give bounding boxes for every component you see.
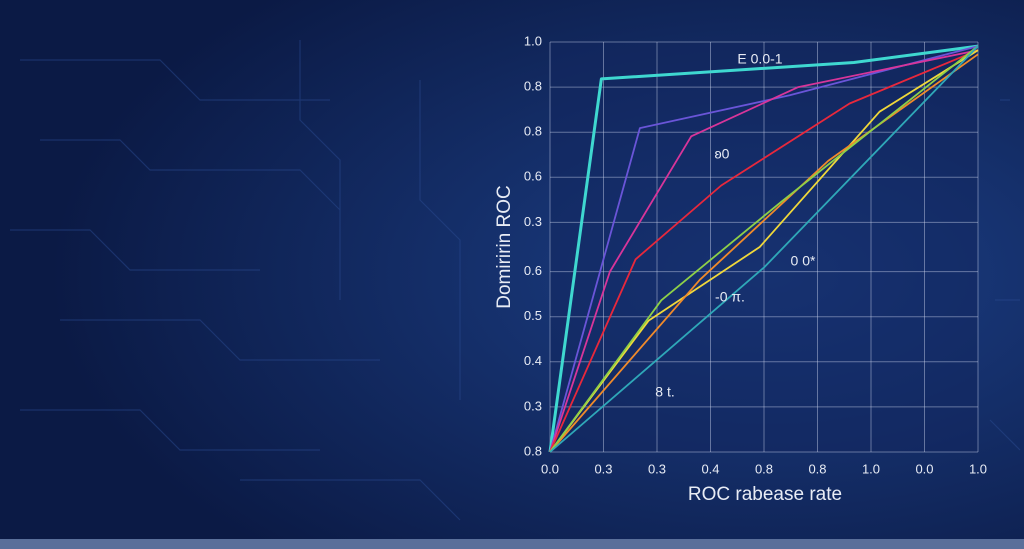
y-tick-label: 0.6 [524, 263, 542, 278]
y-tick-label: 0.3 [524, 398, 542, 413]
x-tick-label: 0.3 [648, 461, 666, 476]
y-tick-label: 0.5 [524, 308, 542, 323]
y-tick-label: 0.3 [524, 214, 542, 229]
roc-line [549, 45, 979, 453]
y-tick-label: 1.0 [524, 33, 542, 48]
bottom-bar [0, 539, 1024, 549]
roc-line [549, 45, 979, 453]
y-axis-label: Domiririn ROC [494, 185, 515, 309]
roc-line [549, 49, 979, 453]
x-tick-label: 1.0 [969, 461, 987, 476]
y-tick-label: 0.6 [524, 169, 542, 184]
y-tick-label: 0.8 [524, 79, 542, 94]
annotation: ʚ0 [715, 146, 730, 162]
x-tick-label: 0.8 [755, 461, 773, 476]
x-axis-label: ROC rabease rate [688, 484, 842, 505]
roc-line [549, 49, 979, 453]
roc-line [549, 49, 979, 453]
roc-line [549, 45, 979, 453]
plot-area [550, 42, 978, 452]
y-tick-label: 0.8 [524, 443, 542, 458]
annotation: 8 t. [655, 384, 674, 400]
y-tick-label: 0.4 [524, 353, 542, 368]
x-tick-label: 1.0 [862, 461, 880, 476]
y-tick-label: 0.8 [524, 124, 542, 139]
annotation: 0 0* [791, 253, 816, 269]
annotation: -0 π. [715, 289, 745, 305]
x-tick-label: 0.0 [915, 461, 933, 476]
x-tick-label: 0.4 [701, 461, 719, 476]
annotation: E 0.0-1 [737, 51, 782, 67]
x-tick-label: 0.3 [594, 461, 612, 476]
roc-line [549, 53, 979, 453]
circuit-decoration [10, 40, 1021, 521]
roc-line [548, 44, 979, 453]
x-tick-label: 0.0 [541, 461, 559, 476]
x-tick-label: 0.8 [808, 461, 826, 476]
